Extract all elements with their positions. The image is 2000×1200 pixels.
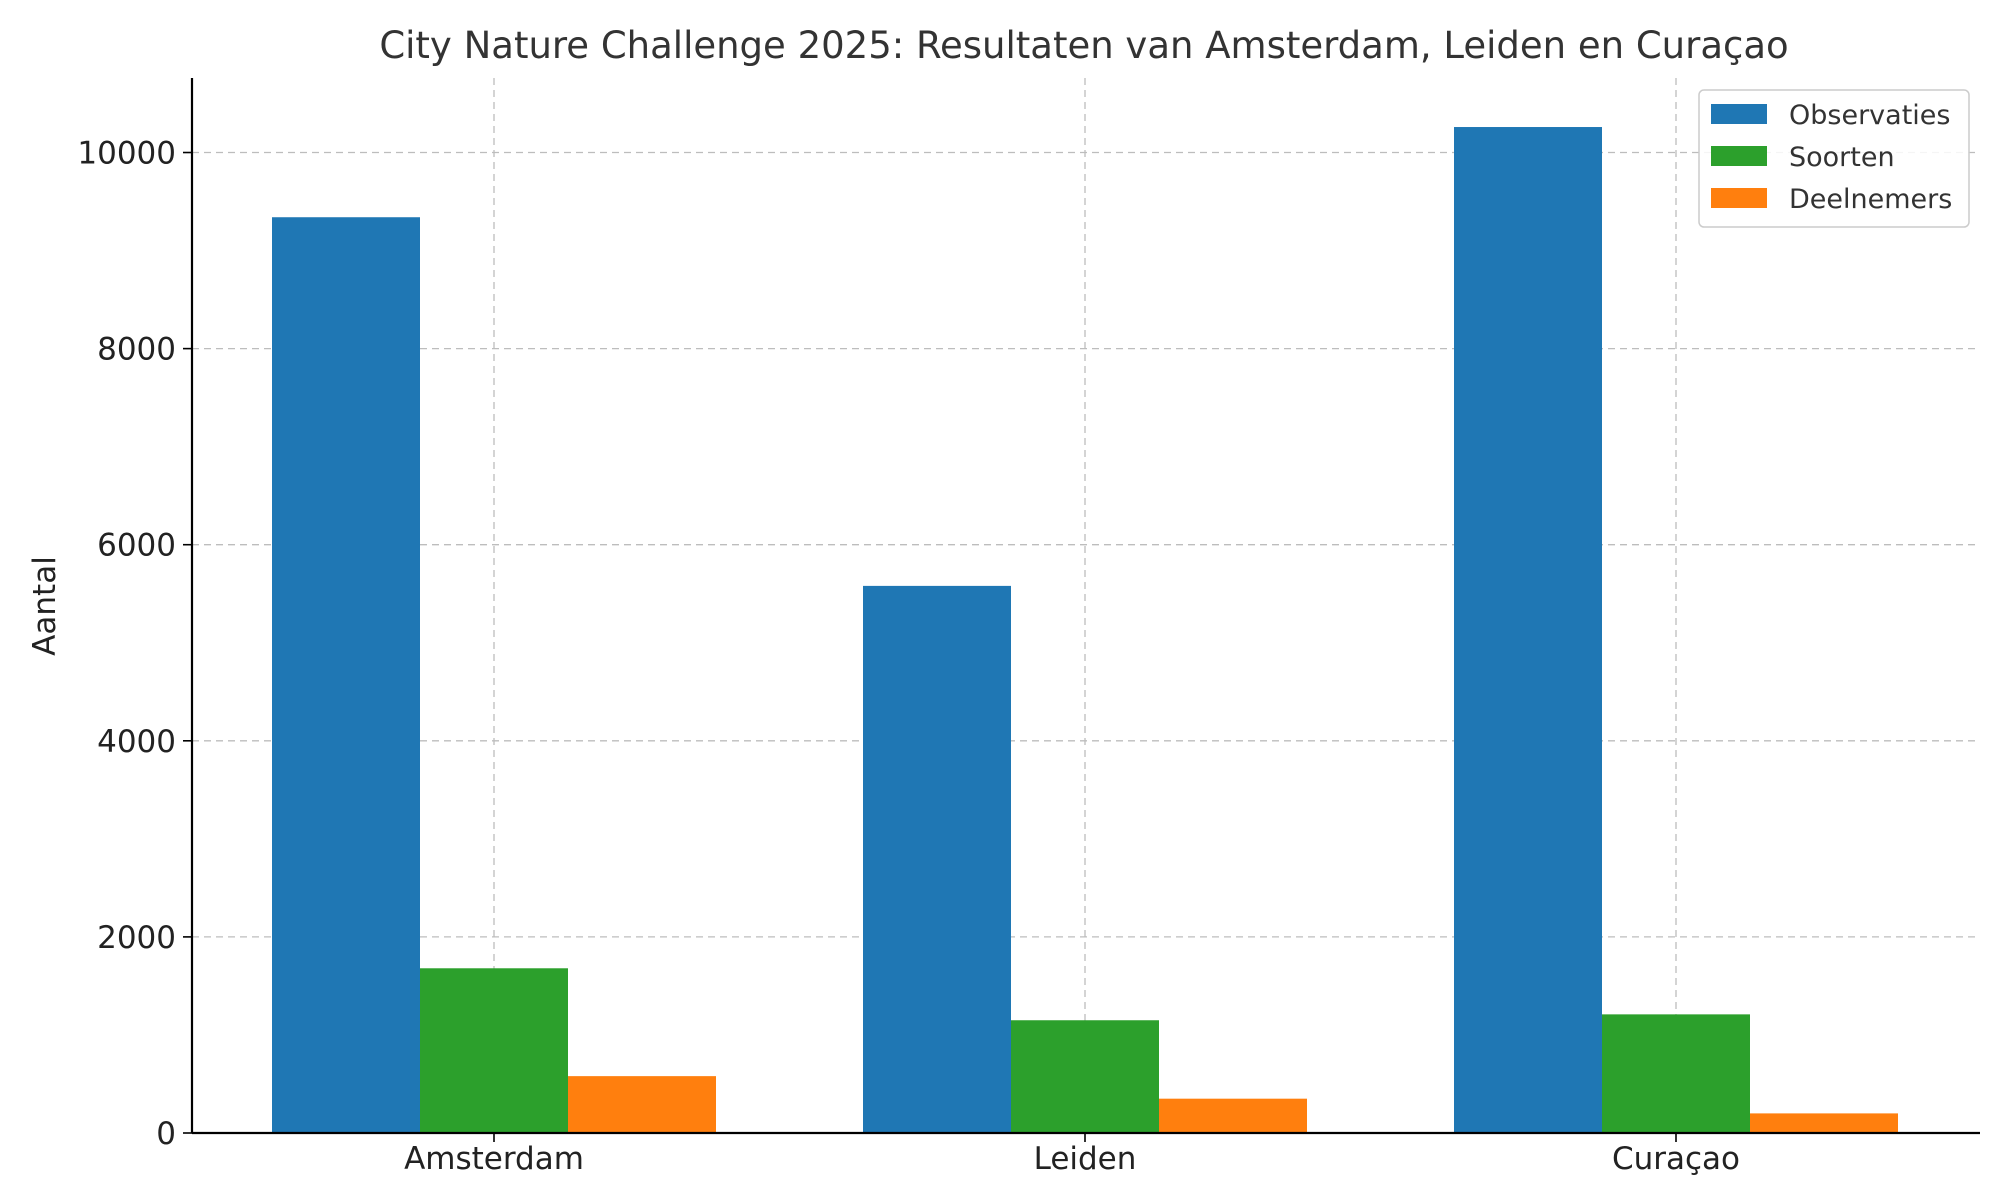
legend-swatch-observaties [1711,104,1767,124]
y-tick-label: 0 [156,1116,176,1152]
bar-soorten-cura-ao [1602,1014,1750,1133]
y-tick-label: 4000 [97,724,176,760]
x-tick-label: Curaçao [1612,1141,1740,1177]
y-tick-label: 8000 [97,332,176,368]
legend: Observaties Soorten Deelnemers [1698,89,1970,228]
legend-label-soorten: Soorten [1789,142,1895,173]
y-axis-label: Aantal [27,556,63,656]
axes: 0 2000 4000 6000 8000 10000 Amsterdam Leiden Cur… [77,78,1980,1177]
legend-label-observaties: Observaties [1789,100,1950,131]
bar-observaties-leiden [863,585,1011,1133]
legend-swatch-deelnemers [1711,188,1767,208]
bar-deelnemers-amsterdam [568,1076,716,1133]
bar-deelnemers-cura-ao [1750,1113,1898,1133]
x-tick-label: Leiden [1034,1141,1137,1177]
x-tick-label: Amsterdam [404,1141,584,1177]
chart-title: City Nature Challenge 2025: Resultaten v… [379,24,1788,67]
bar-soorten-leiden [1011,1020,1159,1133]
bars [272,127,1898,1133]
legend-label-deelnemers: Deelnemers [1789,184,1952,215]
grid-lines [192,78,1980,1133]
y-tick-label: 10000 [77,136,176,172]
bar-deelnemers-leiden [1159,1098,1307,1133]
y-tick-label: 2000 [97,920,176,956]
bar-observaties-amsterdam [272,217,420,1133]
y-tick-label: 6000 [97,528,176,564]
legend-swatch-soorten [1711,146,1767,166]
bar-observaties-cura-ao [1454,127,1602,1133]
bar-soorten-amsterdam [420,968,568,1133]
